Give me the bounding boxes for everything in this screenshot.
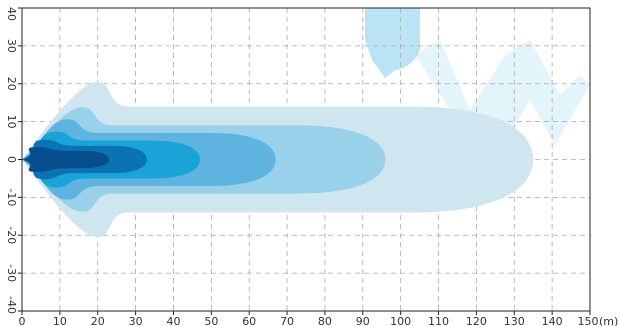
y-tick-label: -10 <box>5 188 18 206</box>
x-tick-label: 120 <box>466 315 487 326</box>
y-tick-label: 20 <box>5 77 18 91</box>
x-axis-unit-label: (m) <box>599 315 618 326</box>
y-tick-label: -30 <box>5 264 18 282</box>
x-tick-label: 100 <box>390 315 411 326</box>
x-tick-label: 70 <box>280 315 294 326</box>
x-axis-ticks: 0 10 20 30 40 50 60 70 80 90 100 110 120 130 140 150 <box>19 311 599 326</box>
x-tick-label: 60 <box>242 315 256 326</box>
y-tick-label: 30 <box>5 39 18 53</box>
x-tick-label: 110 <box>428 315 449 326</box>
x-tick-label: 150 <box>578 315 599 326</box>
x-tick-label: 40 <box>166 315 180 326</box>
x-tick-label: 130 <box>504 315 525 326</box>
x-tick-label: 50 <box>204 315 218 326</box>
y-tick-label: 10 <box>5 115 18 129</box>
x-tick-label: 10 <box>53 315 67 326</box>
x-tick-label: 20 <box>91 315 105 326</box>
watermark-shape-1 <box>365 8 420 78</box>
y-axis-ticks: -40 -30 -20 -10 0 10 20 30 40 <box>5 7 22 314</box>
y-tick-label: -40 <box>5 296 18 314</box>
beam-zone-6 <box>22 147 110 172</box>
x-tick-label: 30 <box>129 315 143 326</box>
x-tick-label: 80 <box>318 315 332 326</box>
y-tick-label: 40 <box>5 7 18 21</box>
x-tick-label: 140 <box>542 315 563 326</box>
y-tick-label: -20 <box>5 226 18 244</box>
x-tick-label: 0 <box>19 315 26 326</box>
y-tick-label: 0 <box>5 156 18 163</box>
beam-series <box>22 81 534 238</box>
x-tick-label: 90 <box>356 315 370 326</box>
